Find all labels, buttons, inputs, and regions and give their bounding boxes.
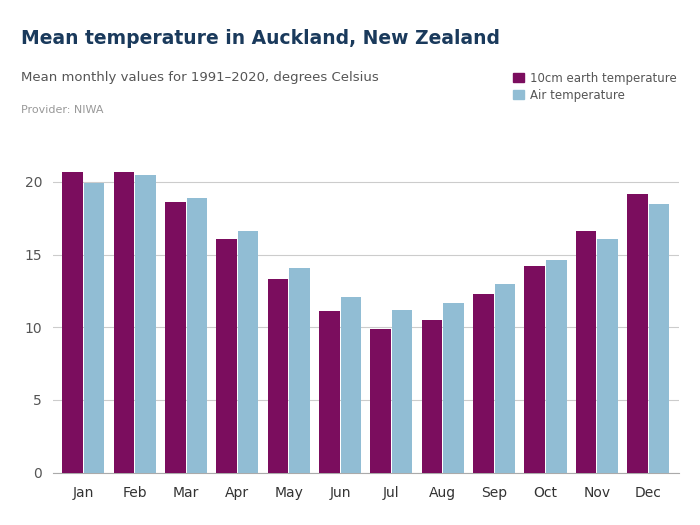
- Bar: [216, 238, 237, 472]
- Bar: [576, 232, 596, 472]
- Legend: 10cm earth temperature, Air temperature: 10cm earth temperature, Air temperature: [513, 71, 677, 102]
- Text: figure.nz: figure.nz: [589, 17, 673, 35]
- Bar: [135, 175, 155, 472]
- Bar: [597, 238, 618, 472]
- Bar: [370, 329, 391, 472]
- Bar: [267, 279, 288, 472]
- Bar: [524, 266, 545, 472]
- Bar: [289, 268, 310, 472]
- Text: Mean temperature in Auckland, New Zealand: Mean temperature in Auckland, New Zealan…: [21, 29, 500, 48]
- Bar: [186, 198, 207, 472]
- Bar: [341, 297, 361, 472]
- Bar: [319, 311, 339, 472]
- Bar: [627, 194, 648, 472]
- Bar: [238, 232, 258, 472]
- Bar: [443, 302, 464, 472]
- Bar: [62, 172, 83, 472]
- Bar: [473, 294, 494, 472]
- Bar: [421, 320, 442, 472]
- Bar: [392, 310, 412, 472]
- Bar: [113, 172, 134, 472]
- Bar: [165, 202, 186, 472]
- Bar: [546, 260, 566, 472]
- Text: Mean monthly values for 1991–2020, degrees Celsius: Mean monthly values for 1991–2020, degre…: [21, 71, 379, 84]
- Bar: [495, 284, 515, 472]
- Bar: [649, 204, 669, 472]
- Bar: [84, 183, 104, 472]
- Text: Provider: NIWA: Provider: NIWA: [21, 105, 104, 115]
